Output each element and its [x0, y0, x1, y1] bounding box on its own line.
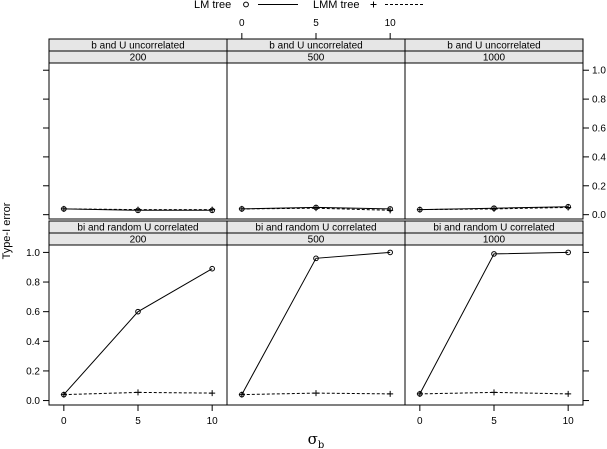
strip-sample-size-label: 200 [130, 235, 147, 246]
lm-tree-point [135, 308, 141, 315]
x-tick-label-top: 5 [313, 18, 319, 29]
x-axis-title: σb [308, 430, 325, 449]
lmm-tree-point [135, 389, 141, 396]
lm-tree-point [313, 255, 319, 262]
lm-tree-series-line [241, 251, 391, 395]
legend-lm-tree-marker [243, 1, 249, 8]
lmm-tree-point [60, 391, 67, 398]
strip-sample-size-label: 1000 [483, 235, 506, 246]
lmm-tree-point [209, 390, 216, 397]
panel-frame [48, 62, 228, 220]
y-tick-label-left: 0.0 [26, 396, 40, 407]
x-tick-label-top: 10 [385, 18, 397, 29]
y-tick-label-left: 0.2 [26, 366, 40, 377]
strip-condition-label: bi and random U correlated [433, 223, 554, 234]
legend-lmm-tree-marker [370, 1, 377, 8]
x-tick-label-top: 0 [239, 18, 245, 29]
y-tick-label-left: 0.8 [26, 278, 40, 289]
lm-tree-point [491, 251, 497, 257]
lm-tree-point [387, 249, 393, 256]
y-tick-label-right: 0.0 [592, 210, 606, 221]
x-tick-label-bottom: 10 [563, 416, 575, 427]
strip-sample-size-label: 1000 [483, 53, 506, 64]
x-axis-title-symbol: σ [308, 430, 318, 448]
y-tick-label-right: 1.0 [592, 66, 606, 77]
lmm-tree-point [565, 390, 572, 397]
y-tick-label-left: 0.6 [26, 307, 40, 318]
panel-frame [226, 62, 406, 220]
strip-sample-size-label: 500 [308, 235, 325, 246]
lm-tree-series-line [63, 268, 213, 395]
legend-label-lm-tree: LM tree [194, 0, 231, 11]
y-tick-label-left: 0.4 [26, 337, 40, 348]
lmm-tree-point [60, 205, 67, 212]
lmm-tree-point [491, 389, 497, 396]
x-tick-label-bottom: 10 [207, 416, 219, 427]
lm-tree-point [565, 249, 571, 256]
panel-frame [226, 244, 406, 406]
lmm-tree-point [565, 204, 572, 211]
lmm-tree-point [238, 391, 245, 398]
lmm-tree-point [416, 206, 423, 213]
y-tick-label-right: 0.6 [592, 124, 606, 135]
y-tick-label-right: 0.4 [592, 152, 606, 163]
legend-label-lmm-tree: LMM tree [313, 0, 359, 11]
lmm-tree-point [135, 206, 141, 213]
x-tick-label-bottom: 5 [135, 416, 141, 427]
lm-tree-point [209, 265, 215, 272]
axes: 0 5 10 0 5 10 0 5 10 0.0 0.2 0.4 0.6 0.8 1.0 0.0 0.2 0.4 0… [26, 18, 606, 427]
strip-sample-size-label: 500 [308, 53, 325, 64]
strip-condition-label: b and U uncorrelated [447, 41, 540, 52]
lmm-tree-point [387, 207, 394, 214]
lmm-tree-point [313, 390, 319, 397]
legend: LM tree LMM tree [194, 0, 425, 11]
panel-frame [404, 62, 584, 220]
x-tick-label-bottom: 0 [417, 416, 423, 427]
lmm-tree-point [491, 205, 497, 212]
strip-condition-label: b and U uncorrelated [269, 41, 362, 52]
x-tick-label-bottom: 0 [61, 416, 67, 427]
strip-condition-label: bi and random U correlated [77, 223, 198, 234]
lmm-tree-point [387, 390, 394, 397]
x-tick-label-bottom: 5 [491, 416, 497, 427]
lmm-tree-point [209, 206, 216, 213]
lmm-tree-point [416, 390, 423, 397]
y-tick-label-right: 0.8 [592, 95, 606, 106]
y-tick-label-left: 1.0 [26, 248, 40, 259]
lmm-tree-point [238, 205, 245, 212]
x-axis-title-subscript: b [318, 440, 324, 449]
lmm-tree-point [313, 205, 319, 212]
strip-condition-label: bi and random U correlated [255, 223, 376, 234]
y-tick-label-right: 0.2 [592, 181, 606, 192]
panel-frame [404, 244, 584, 406]
y-axis-title: Type-I error [1, 202, 13, 259]
strip-sample-size-label: 200 [130, 53, 147, 64]
lm-tree-series-line [419, 251, 569, 395]
strip-condition-label: b and U uncorrelated [91, 41, 184, 52]
